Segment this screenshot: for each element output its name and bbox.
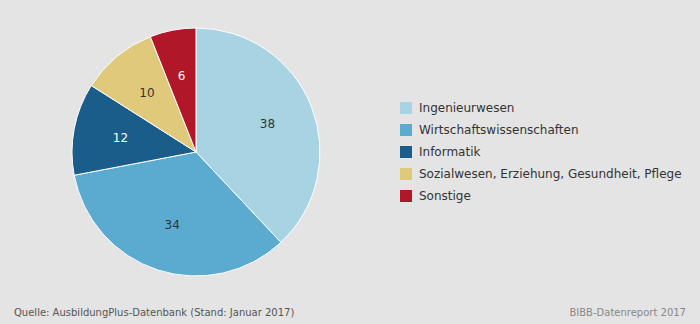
data-label: 34 [165, 218, 180, 232]
slices [72, 28, 320, 276]
legend-swatch [400, 124, 412, 136]
legend-swatch [400, 168, 412, 180]
data-labels: 38 34 12 10 6 [113, 69, 275, 232]
legend: Ingenieurwesen Wirtschaftswissenschaften I… [400, 101, 682, 203]
annotations: Quelle: AusbildungPlus-Datenbank (Stand:… [14, 307, 686, 318]
data-label: 6 [178, 69, 186, 83]
legend-label: Sozialwesen, Erziehung, Gesundheit, Pfle… [419, 167, 682, 181]
source-note: Quelle: AusbildungPlus-Datenbank (Stand:… [14, 307, 294, 318]
legend-swatch [400, 102, 412, 114]
legend-label: Wirtschaftswissenschaften [419, 123, 579, 137]
report-note: BIBB-Datenreport 2017 [569, 307, 686, 318]
legend-swatch [400, 190, 412, 202]
data-label: 38 [260, 117, 275, 131]
chart-container: 38 34 12 10 6 Ingenieurwesen Wirtschaftswissen… [0, 0, 700, 324]
legend-label: Informatik [419, 145, 481, 159]
chart-svg: 38 34 12 10 6 Ingenieurwesen Wirtschaftswissen… [0, 0, 700, 324]
pie-slice [74, 152, 281, 276]
pie-slice [150, 28, 196, 152]
legend-label: Sonstige [419, 189, 471, 203]
data-label: 10 [139, 86, 154, 100]
page: {"chart_data": {"type": "pie", "categori… [0, 0, 700, 324]
background [0, 0, 700, 324]
data-label: 12 [113, 131, 128, 145]
legend-label: Ingenieurwesen [419, 101, 514, 115]
legend-swatch [400, 146, 412, 158]
